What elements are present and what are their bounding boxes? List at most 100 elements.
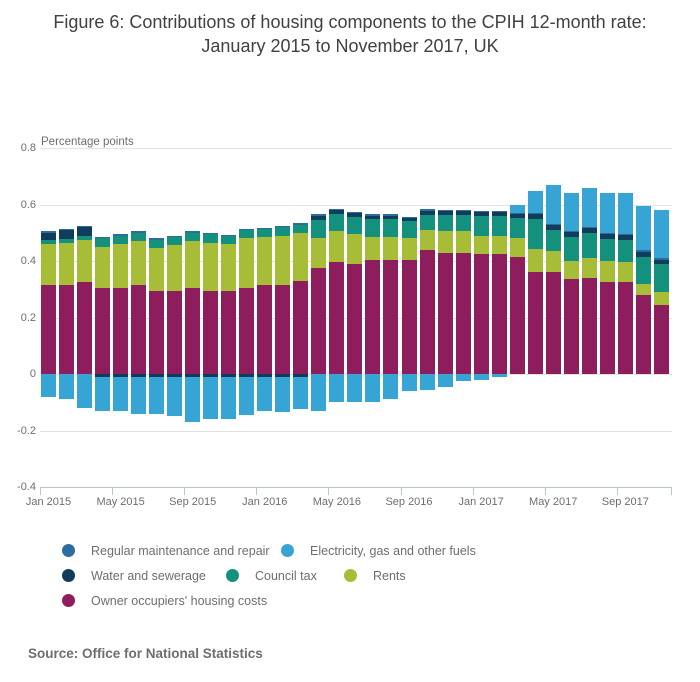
bar-segment-water-feb-2015 bbox=[59, 230, 75, 239]
bar-segment-water-jul-2016 bbox=[365, 215, 381, 220]
x-axis-line bbox=[40, 487, 672, 488]
x-axis-tick-label: Jan 2015 bbox=[25, 496, 72, 508]
bar-segment-council_tax-oct-2016 bbox=[419, 214, 435, 231]
bar-segment-council_tax-dec-2016 bbox=[455, 215, 471, 232]
bar-segment-ooh-may-2016 bbox=[329, 262, 345, 374]
x-axis-tick-label: May 2016 bbox=[312, 496, 362, 508]
council-tax-legend-dot-icon bbox=[226, 569, 239, 582]
bar-segment-rents-apr-2015 bbox=[95, 246, 111, 288]
bar-segment-water-may-2017 bbox=[545, 225, 561, 230]
bar-segment-rents-aug-2017 bbox=[599, 261, 615, 283]
x-axis-tick bbox=[616, 488, 618, 495]
bar-segment-ooh-feb-2016 bbox=[275, 285, 291, 374]
bar-segment-maintenance-jun-2017 bbox=[563, 231, 579, 233]
bar-segment-ooh-mar-2016 bbox=[293, 280, 309, 374]
bar-segment-ooh-apr-2015 bbox=[95, 287, 111, 374]
bar-segment-electricity-sep-2015 bbox=[185, 376, 201, 422]
bar-segment-electricity-jul-2017 bbox=[581, 187, 597, 227]
bar-segment-rents-may-2015 bbox=[113, 244, 129, 288]
bar-segment-ooh-aug-2016 bbox=[383, 259, 399, 374]
gridline bbox=[40, 204, 672, 206]
bar-segment-ooh-mar-2015 bbox=[77, 282, 93, 374]
bar-segment-water-aug-2016 bbox=[383, 215, 399, 220]
bar-segment-council_tax-sep-2016 bbox=[401, 221, 417, 239]
bar-segment-maintenance-nov-2015 bbox=[221, 235, 237, 237]
bar-segment-council_tax-may-2015 bbox=[113, 235, 129, 245]
bar-segment-rents-jan-2017 bbox=[473, 236, 489, 254]
bar-segment-ooh-jan-2016 bbox=[257, 285, 273, 374]
bar-segment-water-mar-2015 bbox=[77, 227, 93, 237]
bar-segment-rents-sep-2016 bbox=[401, 238, 417, 260]
y-axis-tick-label: 0 bbox=[29, 368, 36, 380]
bar-segment-maintenance-jan-2015 bbox=[41, 231, 56, 233]
bar-segment-maintenance-dec-2016 bbox=[455, 209, 471, 212]
bar-segment-maintenance-sep-2016 bbox=[401, 216, 417, 219]
bar-segment-maintenance-mar-2016 bbox=[293, 223, 309, 225]
bar-segment-maintenance-jan-2016 bbox=[257, 227, 273, 230]
bar-segment-ooh-jan-2017 bbox=[473, 253, 489, 374]
bar-segment-maintenance-jun-2016 bbox=[347, 211, 363, 213]
bar-segment-water-oct-2017 bbox=[635, 251, 651, 257]
bar-segment-ooh-jun-2016 bbox=[347, 263, 363, 374]
y-axis-title: Percentage points bbox=[41, 136, 134, 148]
bar-segment-rents-jul-2016 bbox=[365, 236, 381, 260]
bar-segment-ooh-jul-2017 bbox=[581, 277, 597, 374]
bar-segment-maintenance-may-2015 bbox=[113, 234, 129, 236]
bar-segment-electricity-aug-2015 bbox=[167, 376, 183, 417]
bar-segment-electricity-apr-2015 bbox=[95, 377, 111, 411]
bar-segment-ooh-oct-2017 bbox=[635, 294, 651, 374]
bar-segment-water-apr-2015 bbox=[95, 374, 111, 378]
bar-segment-electricity-feb-2017 bbox=[491, 374, 507, 377]
bar-segment-water-may-2015 bbox=[113, 374, 129, 377]
bar-segment-rents-jul-2017 bbox=[581, 257, 597, 278]
bar-segment-council_tax-jun-2017 bbox=[563, 237, 579, 261]
bar-segment-water-apr-2017 bbox=[527, 214, 543, 220]
bar-segment-electricity-feb-2016 bbox=[275, 376, 291, 412]
y-axis-tick-label: -0.4 bbox=[17, 481, 36, 493]
bar-segment-council_tax-aug-2015 bbox=[167, 236, 183, 246]
x-axis-tick-label: Jan 2017 bbox=[458, 496, 504, 508]
bar-segment-water-sep-2016 bbox=[401, 218, 417, 222]
bar-segment-maintenance-nov-2016 bbox=[437, 209, 453, 212]
legend-label: Regular maintenance and repair bbox=[91, 544, 270, 558]
bar-segment-water-jan-2016 bbox=[257, 374, 273, 377]
bar-segment-rents-sep-2015 bbox=[185, 241, 201, 288]
bar-segment-council_tax-oct-2017 bbox=[635, 256, 651, 284]
bar-segment-ooh-aug-2017 bbox=[599, 282, 615, 374]
bar-segment-maintenance-apr-2017 bbox=[527, 212, 543, 215]
bar-segment-rents-may-2016 bbox=[329, 231, 345, 263]
bar-segment-council_tax-jul-2017 bbox=[581, 233, 597, 258]
x-axis-tick bbox=[112, 488, 114, 495]
bar-segment-maintenance-jul-2016 bbox=[365, 214, 381, 216]
bar-segment-water-jun-2016 bbox=[347, 212, 363, 217]
bar-segment-electricity-nov-2016 bbox=[437, 374, 453, 387]
bar-segment-ooh-sep-2017 bbox=[617, 282, 633, 374]
bar-segment-water-nov-2016 bbox=[437, 211, 453, 216]
bar-segment-maintenance-aug-2016 bbox=[383, 214, 399, 216]
bar-segment-ooh-aug-2015 bbox=[167, 290, 183, 374]
bar-segment-electricity-may-2016 bbox=[329, 374, 345, 403]
bar-segment-maintenance-nov-2017 bbox=[653, 258, 669, 260]
bar-segment-water-apr-2016 bbox=[311, 215, 327, 221]
bar-segment-ooh-oct-2015 bbox=[203, 290, 219, 374]
water-legend-dot-icon bbox=[62, 569, 75, 582]
bar-segment-maintenance-apr-2016 bbox=[311, 214, 327, 216]
bar-segment-rents-oct-2017 bbox=[635, 283, 651, 295]
bar-segment-council_tax-aug-2017 bbox=[599, 239, 615, 261]
bar-segment-water-jun-2015 bbox=[131, 374, 147, 377]
bar-segment-maintenance-feb-2016 bbox=[275, 225, 291, 228]
y-axis-tick-label: -0.2 bbox=[17, 424, 36, 437]
bar-segment-water-oct-2015 bbox=[203, 374, 219, 377]
x-axis-tick bbox=[472, 488, 474, 495]
ooh-legend-dot-icon bbox=[62, 594, 75, 607]
bar-segment-water-mar-2016 bbox=[293, 374, 309, 377]
bar-segment-electricity-apr-2017 bbox=[527, 190, 543, 213]
bar-segment-rents-apr-2016 bbox=[311, 238, 327, 269]
bar-segment-rents-jun-2017 bbox=[563, 260, 579, 280]
bar-segment-electricity-nov-2015 bbox=[221, 376, 237, 420]
bar-segment-council_tax-apr-2017 bbox=[527, 219, 543, 250]
bar-segment-electricity-jul-2015 bbox=[149, 376, 165, 414]
bar-segment-rents-feb-2015 bbox=[59, 242, 75, 285]
bar-segment-electricity-may-2015 bbox=[113, 376, 129, 411]
